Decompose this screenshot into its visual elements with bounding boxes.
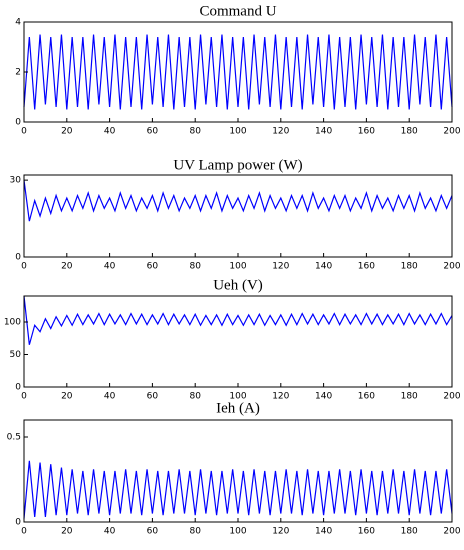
y-tick-label: 2 (15, 68, 21, 78)
y-tick-label: 100 (4, 318, 21, 328)
y-tick-label: 0 (15, 518, 21, 528)
x-tick-label: 60 (147, 262, 159, 272)
x-tick-label: 200 (443, 127, 460, 137)
x-tick-label: 160 (358, 392, 375, 402)
x-tick-label: 120 (272, 527, 289, 537)
y-tick-label: 4 (15, 18, 21, 28)
x-tick-label: 0 (21, 262, 27, 272)
x-tick-label: 200 (443, 262, 460, 272)
y-tick-label: 0 (15, 253, 21, 263)
y-tick-label: 0 (15, 383, 21, 393)
x-tick-label: 40 (104, 127, 116, 137)
x-tick-label: 100 (229, 127, 246, 137)
x-tick-label: 100 (229, 262, 246, 272)
x-tick-label: 120 (272, 127, 289, 137)
signal-line (23, 460, 453, 519)
x-tick-label: 0 (21, 392, 27, 402)
x-tick-label: 180 (401, 392, 418, 402)
plot-frame (23, 419, 453, 523)
x-tick-label: 200 (443, 527, 460, 537)
x-tick-label: 40 (104, 527, 116, 537)
y-tick-label: 50 (10, 350, 22, 360)
x-tick-label: 160 (358, 127, 375, 137)
x-tick-label: 40 (104, 392, 116, 402)
x-tick-label: 180 (401, 262, 418, 272)
x-tick-label: 60 (147, 127, 159, 137)
x-tick-label: 20 (61, 127, 73, 137)
panel-title: Ueh (V) (213, 277, 263, 293)
x-tick-label: 140 (315, 262, 332, 272)
x-tick-label: 60 (147, 527, 159, 537)
x-tick-label: 120 (272, 392, 289, 402)
x-tick-label: 160 (358, 262, 375, 272)
y-tick-label: 0.5 (7, 433, 21, 443)
x-tick-label: 20 (61, 392, 73, 402)
plot-frame (23, 295, 453, 388)
x-tick-label: 140 (315, 527, 332, 537)
panel-title: Ieh (A) (216, 400, 260, 416)
signal-line (23, 180, 453, 222)
plot-frame (23, 174, 453, 258)
x-tick-label: 80 (189, 262, 201, 272)
x-tick-label: 140 (315, 127, 332, 137)
x-tick-label: 40 (104, 262, 116, 272)
x-tick-label: 20 (61, 262, 73, 272)
signal-line (23, 34, 453, 110)
x-tick-label: 0 (21, 127, 27, 137)
x-tick-label: 180 (401, 127, 418, 137)
x-tick-label: 60 (147, 392, 159, 402)
y-tick-label: 0 (15, 118, 21, 128)
x-tick-label: 80 (189, 527, 201, 537)
y-tick-label: 30 (10, 176, 22, 186)
x-tick-label: 20 (61, 527, 73, 537)
panel-title: UV Lamp power (W) (173, 157, 302, 173)
x-tick-label: 80 (189, 392, 201, 402)
x-tick-label: 160 (358, 527, 375, 537)
signal-line (23, 295, 453, 345)
x-tick-label: 80 (189, 127, 201, 137)
x-tick-label: 100 (229, 392, 246, 402)
x-tick-label: 200 (443, 392, 460, 402)
x-tick-label: 100 (229, 527, 246, 537)
panel-title: Command U (199, 3, 276, 19)
x-tick-label: 180 (401, 527, 418, 537)
x-tick-label: 140 (315, 392, 332, 402)
x-tick-label: 120 (272, 262, 289, 272)
x-tick-label: 0 (21, 527, 27, 537)
